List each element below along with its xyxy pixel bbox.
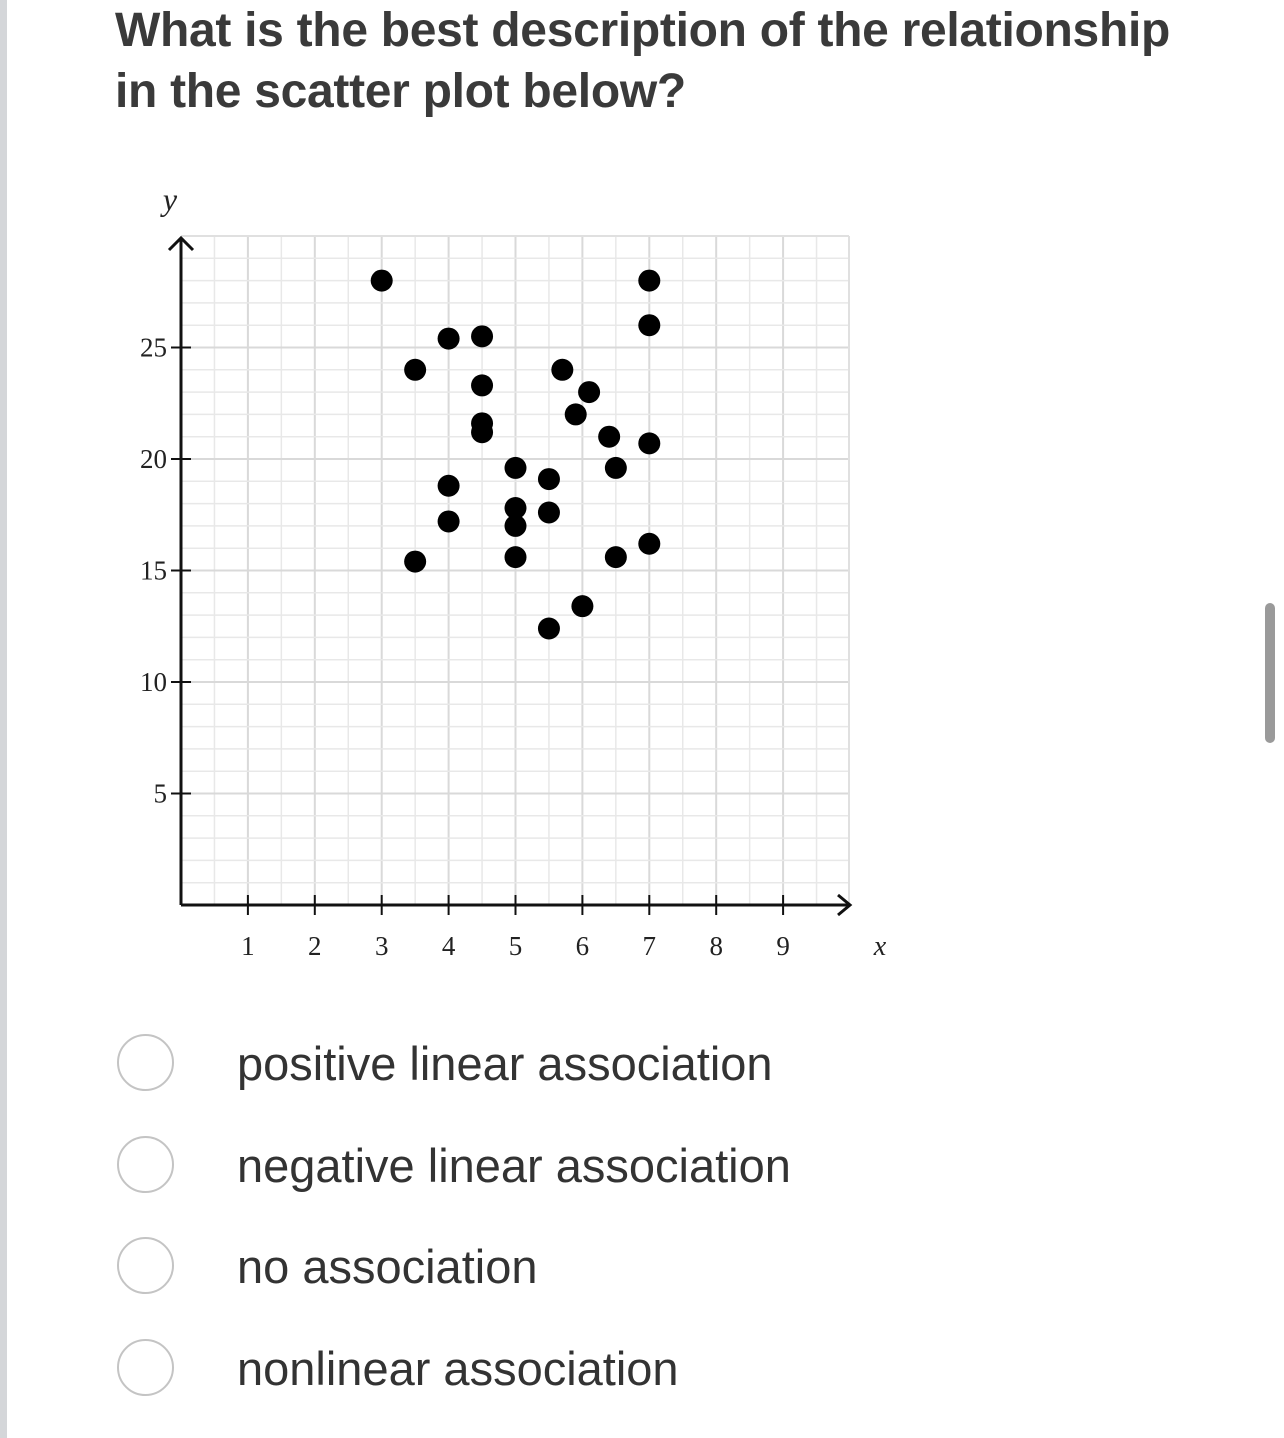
choice-negative-linear[interactable]: negative linear association	[117, 1136, 1017, 1198]
data-point	[537, 468, 560, 491]
data-point	[370, 269, 393, 292]
data-point	[504, 514, 527, 537]
data-point	[638, 269, 661, 292]
choice-nonlinear[interactable]: nonlinear association	[117, 1339, 1017, 1401]
data-point	[638, 314, 661, 337]
x-tick-label: 3	[375, 931, 389, 961]
question-text: What is the best description of the rela…	[115, 4, 1171, 118]
radio-button[interactable]	[117, 1136, 174, 1193]
x-tick-label: 6	[576, 931, 590, 961]
data-point	[504, 497, 527, 520]
data-point	[638, 532, 661, 555]
data-point	[537, 501, 560, 524]
x-tick-label: 8	[709, 931, 723, 961]
data-point	[437, 474, 460, 497]
radio-button[interactable]	[117, 1237, 174, 1294]
chart-points	[370, 269, 661, 640]
data-point	[537, 617, 560, 640]
choice-label: negative linear association	[237, 1139, 791, 1192]
data-point	[571, 595, 594, 618]
y-tick-label: 15	[140, 556, 167, 586]
data-point	[578, 381, 601, 404]
chart-ticks	[171, 346, 785, 915]
choice-label: nonlinear association	[237, 1342, 679, 1395]
radio-button[interactable]	[117, 1034, 174, 1091]
choice-positive-linear[interactable]: positive linear association	[117, 1034, 1017, 1096]
scatter-plot: 1 2 3 4 5 6 7 8 9 5 10 15 20 25 x y	[140, 181, 887, 962]
choice-label: no association	[237, 1240, 538, 1293]
y-axis-arrow	[167, 235, 195, 252]
choice-label: positive linear association	[237, 1037, 773, 1090]
data-point	[604, 546, 627, 569]
data-point	[604, 456, 627, 479]
data-point	[471, 374, 494, 397]
data-point	[404, 550, 427, 573]
data-point	[471, 325, 494, 348]
data-point	[471, 421, 494, 444]
data-point	[564, 403, 587, 426]
data-point	[504, 546, 527, 569]
left-border	[0, 0, 7, 1438]
radio-button[interactable]	[117, 1339, 174, 1396]
x-tick-label: 5	[509, 931, 523, 961]
y-tick-label: 10	[140, 667, 167, 697]
x-tick-label: 7	[643, 931, 657, 961]
scrollbar[interactable]	[1265, 603, 1275, 743]
data-point	[598, 425, 621, 448]
data-point	[437, 510, 460, 533]
chart-tick-labels: 1 2 3 4 5 6 7 8 9 5 10 15 20 25	[140, 333, 790, 962]
data-point	[551, 358, 574, 381]
data-point	[638, 432, 661, 455]
chart-grid	[181, 235, 850, 905]
choice-no-association[interactable]: no association	[117, 1237, 1017, 1299]
y-tick-label: 5	[154, 779, 168, 809]
x-axis-label: x	[873, 931, 887, 962]
data-point	[404, 358, 427, 381]
y-axis-label: y	[160, 181, 178, 217]
data-point	[504, 456, 527, 479]
x-tick-label: 4	[442, 931, 456, 961]
y-tick-label: 20	[140, 444, 167, 474]
chart-axes	[167, 235, 853, 917]
x-tick-label: 2	[308, 931, 322, 961]
y-tick-label: 25	[140, 333, 167, 363]
data-point	[437, 327, 460, 350]
x-tick-label: 1	[241, 931, 255, 961]
x-tick-label: 9	[776, 931, 790, 961]
x-axis-arrow	[837, 893, 853, 917]
